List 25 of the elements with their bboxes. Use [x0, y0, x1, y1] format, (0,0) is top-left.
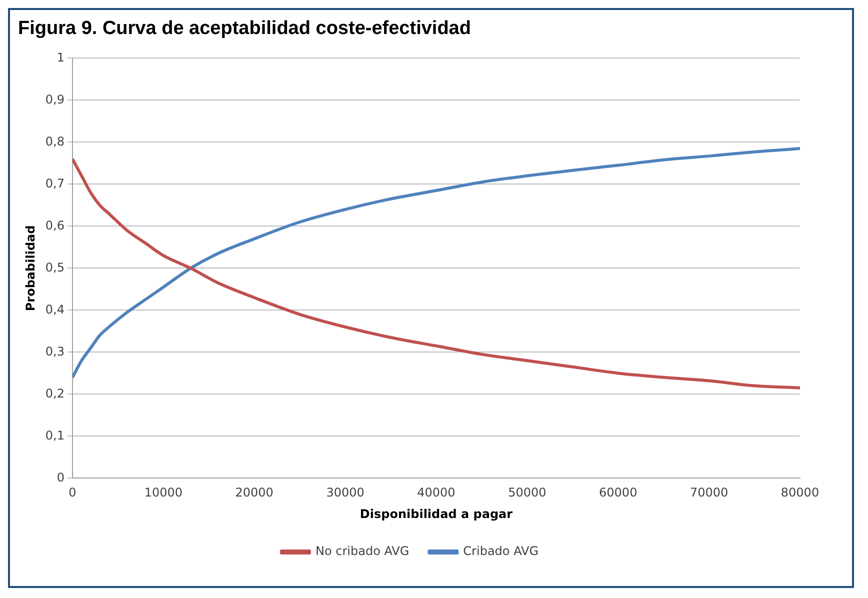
- x-tick-label: 80000: [780, 486, 820, 500]
- y-tick-label: 0,1: [45, 428, 64, 442]
- x-tick-label: 40000: [417, 486, 456, 500]
- y-tick-label: 0,5: [45, 260, 64, 274]
- y-tick-label: 0,9: [45, 92, 64, 106]
- x-tick-label: 70000: [690, 486, 728, 500]
- x-axis-title: Disponibilidad a pagar: [360, 506, 513, 521]
- legend-label: Cribado AVG: [463, 544, 539, 558]
- y-tick-label: 0,4: [45, 302, 64, 316]
- x-tick-label: 50000: [508, 486, 546, 500]
- y-tick-label: 0: [56, 470, 64, 484]
- y-tick-label: 0,2: [45, 386, 64, 400]
- chart-title: Figura 9. Curva de aceptabilidad coste-efectividad: [17, 17, 472, 40]
- x-tick-label: 10000: [144, 486, 183, 500]
- y-axis-title: Probabilidad: [23, 225, 38, 312]
- legend-label: No cribado AVG: [315, 544, 410, 558]
- x-tick-label: 30000: [326, 486, 364, 500]
- y-tick-label: 0,8: [45, 134, 64, 148]
- y-tick-label: 1: [56, 50, 64, 64]
- y-tick-label: 0,6: [45, 218, 64, 232]
- y-tick-label: 0,7: [45, 176, 64, 190]
- x-tick-label: 0: [68, 486, 76, 500]
- y-tick-label: 0,3: [45, 344, 64, 358]
- x-tick-label: 60000: [599, 486, 638, 500]
- x-tick-label: 20000: [235, 486, 274, 500]
